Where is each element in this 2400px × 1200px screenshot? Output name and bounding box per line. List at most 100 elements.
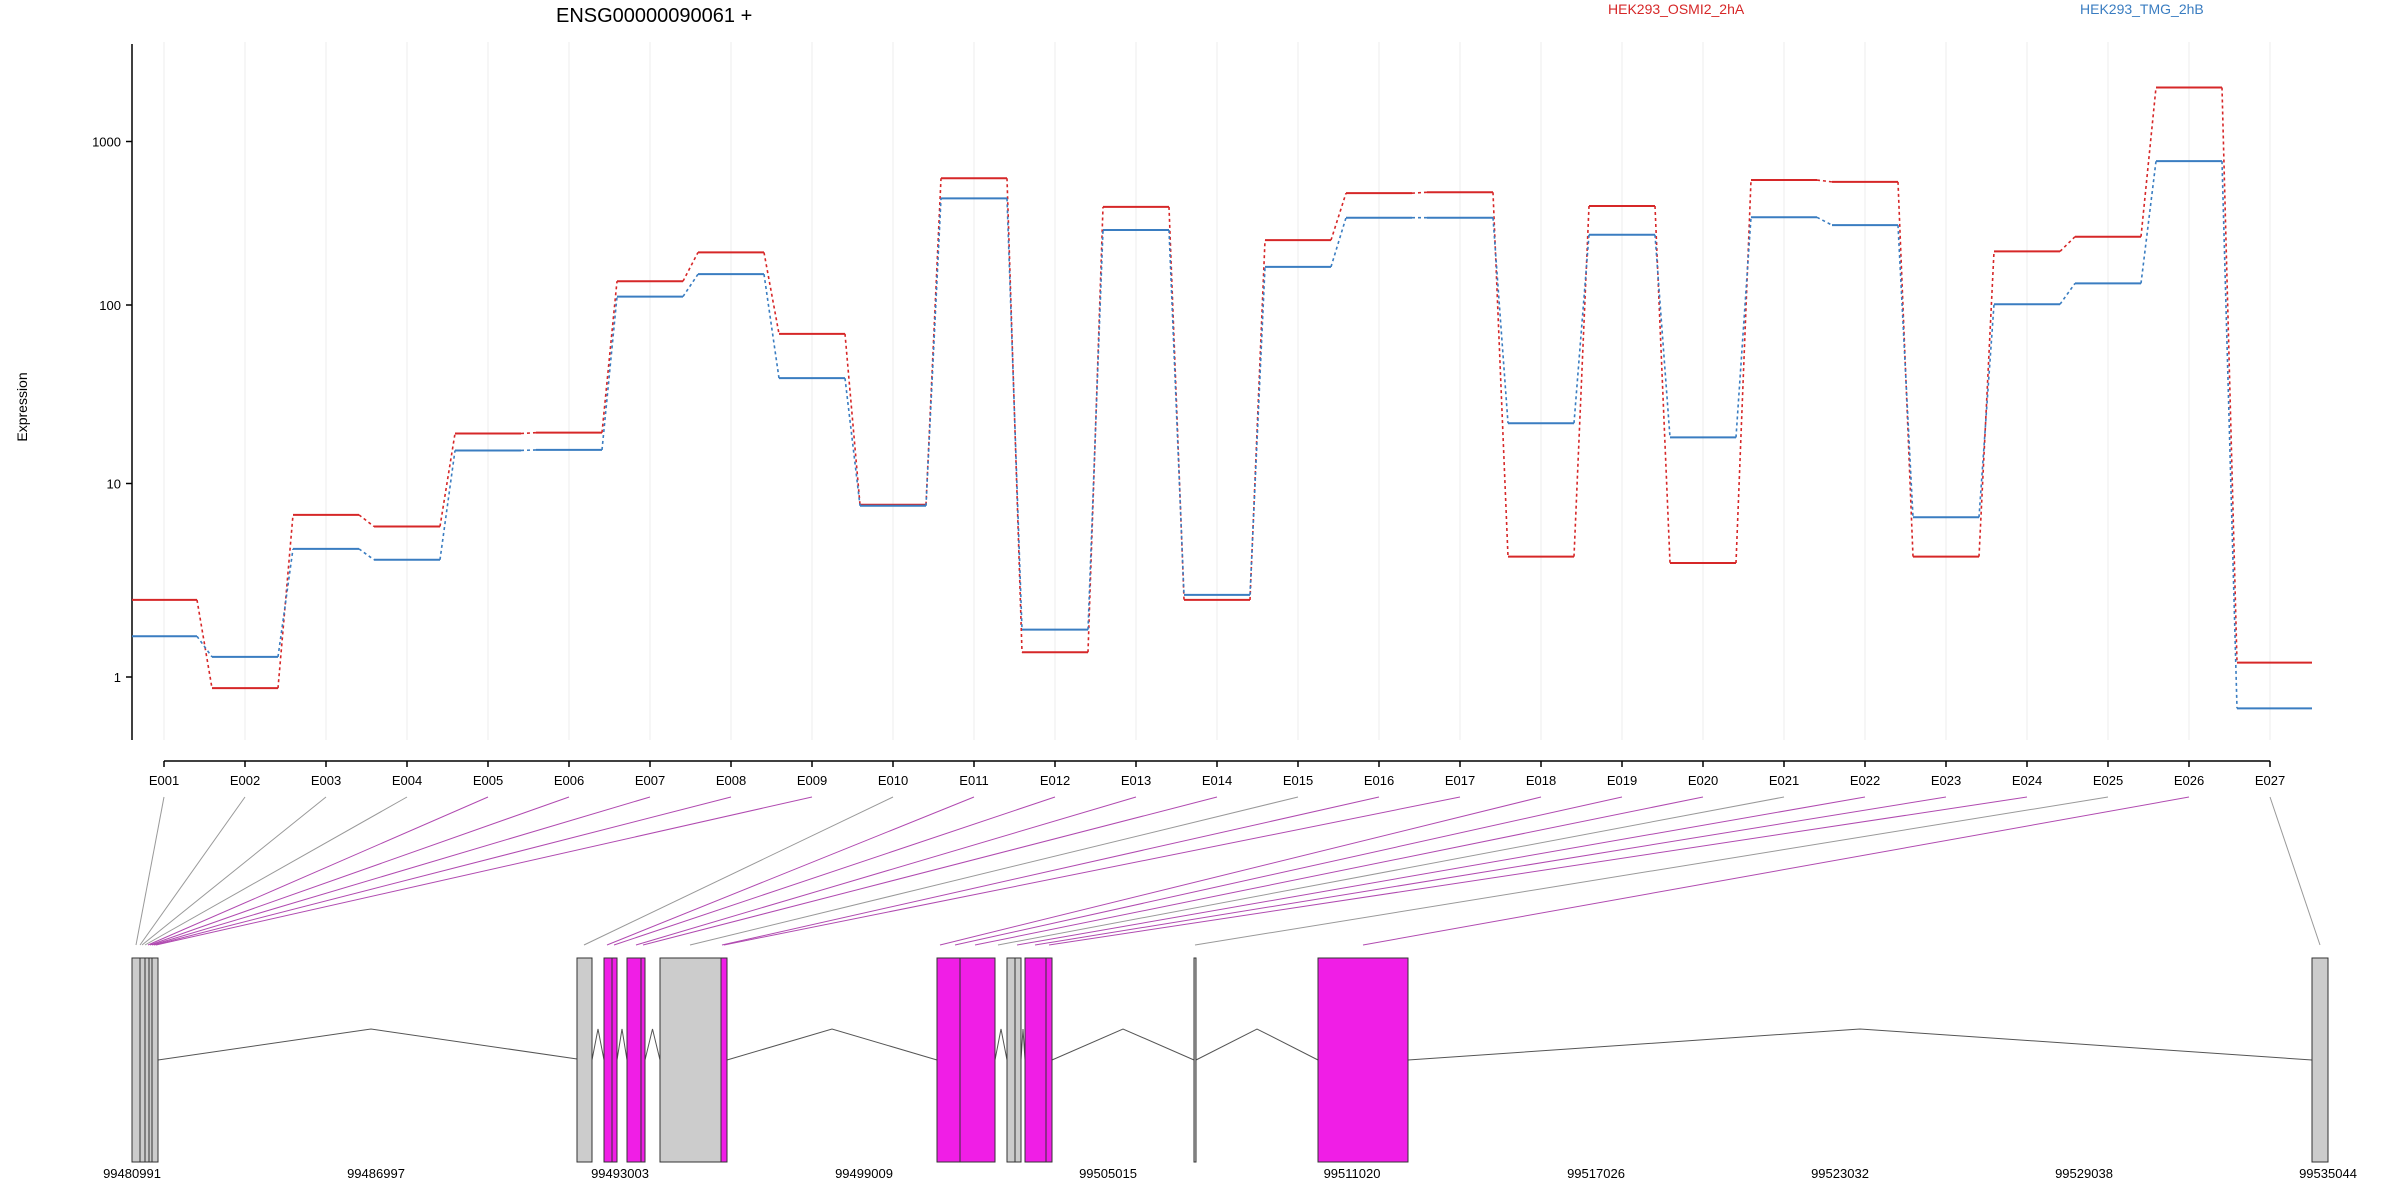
exon-box [640, 957, 646, 1163]
x-tick-label: E001 [149, 773, 179, 788]
series-transition [277, 548, 294, 658]
series-transition [1816, 179, 1833, 183]
connector-line [139, 796, 246, 946]
connector-line [151, 796, 651, 946]
chart-title: ENSG00000090061 + [556, 5, 752, 27]
connector-line [1016, 796, 1866, 946]
x-tick-label: E007 [635, 773, 665, 788]
x-tick-label: E015 [1283, 773, 1313, 788]
connector-line [954, 796, 1623, 946]
coordinate-tick-label: 99535044 [2299, 1166, 2357, 1181]
x-tick-label: E020 [1688, 773, 1718, 788]
x-tick-label: E027 [2255, 773, 2285, 788]
gene-model [131, 957, 2329, 1163]
y-tick-label: 10 [107, 477, 121, 492]
series-transition [1735, 217, 1752, 438]
exon-box [131, 957, 141, 1163]
series-transition [1573, 234, 1590, 424]
y-tick-label: 1 [114, 670, 121, 685]
coordinate-tick-label: 99523032 [1811, 1166, 1869, 1181]
x-tick-label: E022 [1850, 773, 1880, 788]
exon-box [936, 957, 961, 1163]
exon-box [2311, 957, 2329, 1163]
x-axis: E001 E002 E003 E004 E005 E006 E007 E008 E009 E010… [149, 760, 2285, 788]
legend-entry-osmi2: HEK293_OSMI2_2hA [1608, 1, 1745, 17]
connector-line [939, 796, 1542, 946]
series-transition [1654, 234, 1671, 438]
series-transition [1087, 230, 1104, 630]
exon-box [611, 957, 618, 1163]
connector-line [613, 796, 1056, 946]
series-transition [1006, 178, 1023, 653]
series-transition [1330, 192, 1347, 241]
intron-line [1407, 1028, 2313, 1061]
connector-line [723, 796, 1461, 946]
genomic-coordinate-axis: 99480991 99486997 99493003 99499009 99505015… [103, 1166, 2357, 1181]
x-tick-label: E013 [1121, 773, 1151, 788]
x-tick-label: E012 [1040, 773, 1070, 788]
series-transition [1492, 217, 1509, 424]
series-transition [1330, 217, 1347, 268]
exon-box [1006, 957, 1016, 1163]
x-tick-label: E024 [2012, 773, 2042, 788]
x-tick-label: E011 [959, 773, 988, 788]
x-tick-label: E018 [1526, 773, 1556, 788]
series-transition [601, 296, 618, 451]
connector-line [997, 796, 1785, 946]
series-transition [1168, 230, 1185, 595]
coordinate-tick-label: 99493003 [591, 1166, 649, 1181]
connector-line [153, 796, 732, 946]
series-lines [132, 86, 2312, 710]
series-transition [601, 281, 618, 433]
series-transition [439, 433, 456, 527]
series-transition [196, 599, 213, 689]
connector-line [149, 796, 570, 946]
series-transition [1411, 191, 1428, 194]
intron-line [726, 1028, 938, 1061]
connector-line [1048, 796, 2028, 946]
connector-line [583, 796, 894, 946]
intron-line [1195, 1028, 1319, 1061]
legend-entry-tmg: HEK293_TMG_2hB [2080, 1, 2204, 17]
series-transition [2221, 87, 2238, 663]
series-transition [1897, 225, 1914, 518]
connector-line [141, 796, 327, 946]
exon-box [1193, 957, 1197, 1163]
x-tick-label: E021 [1769, 773, 1799, 788]
intron-line [591, 1028, 605, 1061]
series-HEK293_OSMI2_2hA [132, 86, 2312, 690]
x-tick-label: E026 [2174, 773, 2204, 788]
connector-line [147, 796, 489, 946]
intron-line [994, 1028, 1008, 1061]
intron-line [616, 1028, 628, 1061]
series-transition [1168, 206, 1185, 600]
connector-line [1034, 796, 1947, 946]
connector-line [1194, 796, 2109, 946]
exon-box [144, 957, 150, 1163]
series-transition [844, 378, 861, 506]
series-transition [682, 273, 699, 298]
intron-line [1020, 1028, 1026, 1061]
series-transition [2221, 161, 2238, 709]
coordinate-tick-label: 99505015 [1079, 1166, 1137, 1181]
exon-connectors [135, 796, 2321, 946]
y-tick-label: 1000 [92, 135, 121, 150]
series-transition [1816, 216, 1833, 226]
exon-box [576, 957, 593, 1163]
series-transition [196, 635, 213, 658]
intron-line [644, 1028, 661, 1061]
x-tick-label: E010 [878, 773, 908, 788]
exon-box [1045, 957, 1053, 1163]
exon-box [1014, 957, 1022, 1163]
series-transition [844, 333, 861, 505]
intron-line [1051, 1028, 1195, 1061]
connector-line [689, 796, 1299, 946]
series-HEK293_TMG_2hB [132, 160, 2312, 710]
coordinate-tick-label: 99511020 [1324, 1166, 1381, 1181]
series-transition [358, 548, 375, 561]
connector-line [635, 796, 1137, 946]
series-transition [2140, 161, 2157, 284]
connector-line [606, 796, 975, 946]
series-transition [2059, 282, 2076, 305]
